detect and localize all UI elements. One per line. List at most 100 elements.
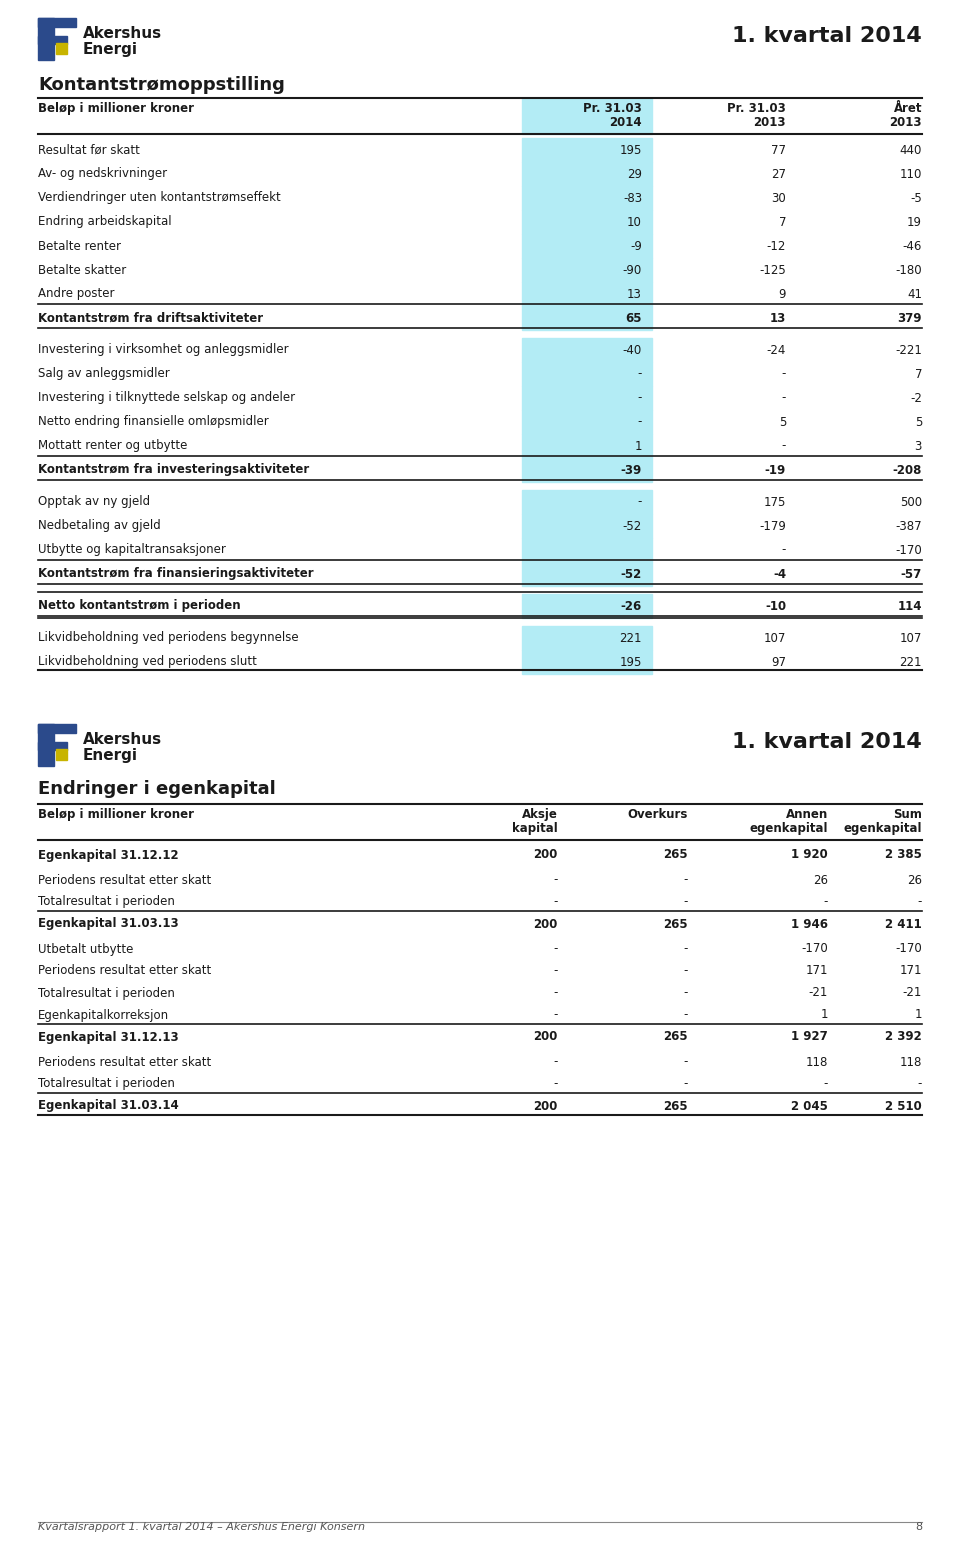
Text: Sum: Sum: [893, 809, 922, 821]
Text: 1: 1: [915, 1009, 922, 1021]
Text: 107: 107: [900, 632, 922, 644]
Text: 379: 379: [898, 311, 922, 324]
Text: Salg av anleggsmidler: Salg av anleggsmidler: [38, 368, 170, 380]
Text: Totalresultat i perioden: Totalresultat i perioden: [38, 987, 175, 999]
Text: 19: 19: [907, 216, 922, 228]
Text: -387: -387: [896, 519, 922, 532]
Text: 500: 500: [900, 496, 922, 508]
Text: 2 510: 2 510: [885, 1099, 922, 1112]
Text: 221: 221: [900, 655, 922, 668]
Text: 107: 107: [763, 632, 786, 644]
Text: 2 385: 2 385: [885, 849, 922, 862]
Text: -4: -4: [773, 568, 786, 580]
Text: 171: 171: [805, 965, 828, 978]
Text: -: -: [781, 391, 786, 405]
Text: -5: -5: [910, 191, 922, 205]
Bar: [522, 561, 652, 586]
Text: 114: 114: [898, 599, 922, 613]
Text: -9: -9: [630, 239, 642, 252]
Text: 65: 65: [626, 311, 642, 324]
Text: egenkapital: egenkapital: [750, 823, 828, 835]
Text: Akershus: Akershus: [83, 732, 162, 748]
Text: -: -: [554, 943, 558, 956]
Text: Egenkapital 31.12.12: Egenkapital 31.12.12: [38, 849, 179, 862]
Text: Beløp i millioner kroner: Beløp i millioner kroner: [38, 809, 194, 821]
Text: -21: -21: [808, 987, 828, 999]
Bar: [522, 538, 652, 561]
Bar: [522, 361, 652, 386]
Text: -24: -24: [767, 344, 786, 357]
Text: 13: 13: [770, 311, 786, 324]
Text: 118: 118: [900, 1056, 922, 1068]
Text: 1 920: 1 920: [791, 849, 828, 862]
Text: -2: -2: [910, 391, 922, 405]
Text: Utbetalt utbytte: Utbetalt utbytte: [38, 943, 133, 956]
Text: 175: 175: [763, 496, 786, 508]
Text: 1: 1: [821, 1009, 828, 1021]
Text: 2013: 2013: [890, 116, 922, 128]
Text: -: -: [684, 1078, 688, 1090]
Text: Kontantstrøm fra investeringsaktiviteter: Kontantstrøm fra investeringsaktiviteter: [38, 463, 309, 477]
Bar: [522, 307, 652, 330]
Text: -: -: [684, 1056, 688, 1068]
Text: 5: 5: [915, 416, 922, 429]
Text: Betalte skatter: Betalte skatter: [38, 263, 127, 277]
Bar: [522, 235, 652, 258]
Text: -: -: [781, 439, 786, 452]
Text: 29: 29: [627, 167, 642, 180]
Text: Investering i tilknyttede selskap og andeler: Investering i tilknyttede selskap og and…: [38, 391, 295, 405]
Text: 221: 221: [619, 632, 642, 644]
Text: -180: -180: [896, 263, 922, 277]
Bar: [38, 724, 54, 766]
Bar: [522, 186, 652, 210]
Text: Av- og nedskrivninger: Av- og nedskrivninger: [38, 167, 167, 180]
Text: Andre poster: Andre poster: [38, 288, 114, 300]
Text: -: -: [824, 1078, 828, 1090]
Bar: [522, 433, 652, 458]
Text: 27: 27: [771, 167, 786, 180]
Text: Aksje: Aksje: [522, 809, 558, 821]
Text: Periodens resultat etter skatt: Periodens resultat etter skatt: [38, 874, 211, 887]
Text: Netto endring finansielle omløpsmidler: Netto endring finansielle omløpsmidler: [38, 416, 269, 429]
Text: 2014: 2014: [610, 116, 642, 128]
Text: -170: -170: [896, 544, 922, 557]
Text: 10: 10: [627, 216, 642, 228]
Text: Resultat før skatt: Resultat før skatt: [38, 144, 140, 156]
Text: Egenkapital 31.03.14: Egenkapital 31.03.14: [38, 1099, 179, 1112]
Text: -39: -39: [621, 463, 642, 477]
Bar: [57, 749, 67, 760]
Text: -: -: [918, 1078, 922, 1090]
Text: Likvidbeholdning ved periodens slutt: Likvidbeholdning ved periodens slutt: [38, 655, 257, 668]
Text: Periodens resultat etter skatt: Periodens resultat etter skatt: [38, 1056, 211, 1068]
Text: kapital: kapital: [513, 823, 558, 835]
Text: 265: 265: [663, 1031, 688, 1043]
Text: -: -: [554, 987, 558, 999]
Text: -170: -170: [802, 943, 828, 956]
Bar: [522, 163, 652, 186]
Text: -19: -19: [765, 463, 786, 477]
Text: 195: 195: [619, 655, 642, 668]
Text: Nedbetaling av gjeld: Nedbetaling av gjeld: [38, 519, 160, 532]
Bar: [522, 386, 652, 410]
Text: Akershus: Akershus: [83, 27, 162, 41]
Text: Totalresultat i perioden: Totalresultat i perioden: [38, 896, 175, 909]
Text: Beløp i millioner kroner: Beløp i millioner kroner: [38, 102, 194, 116]
Text: Energi: Energi: [83, 42, 138, 56]
Text: 2 411: 2 411: [885, 918, 922, 931]
Text: 200: 200: [534, 849, 558, 862]
Bar: [57, 42, 67, 53]
Text: 1. kvartal 2014: 1. kvartal 2014: [732, 732, 922, 752]
Bar: [522, 626, 652, 651]
Text: -179: -179: [759, 519, 786, 532]
Bar: [522, 258, 652, 282]
Text: -208: -208: [893, 463, 922, 477]
Text: -21: -21: [902, 987, 922, 999]
Text: -: -: [684, 987, 688, 999]
Text: 195: 195: [619, 144, 642, 156]
Text: -90: -90: [623, 263, 642, 277]
Text: -: -: [781, 368, 786, 380]
Text: Mottatt renter og utbytte: Mottatt renter og utbytte: [38, 439, 187, 452]
Text: Egenkapital 31.12.13: Egenkapital 31.12.13: [38, 1031, 179, 1043]
Bar: [522, 458, 652, 482]
Text: 3: 3: [915, 439, 922, 452]
